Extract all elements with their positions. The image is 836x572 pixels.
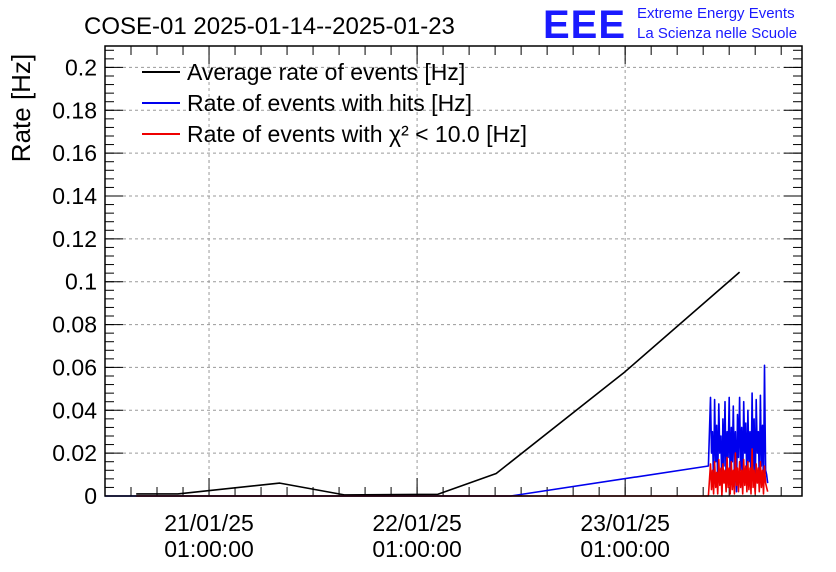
- y-tick-label: 0.2: [65, 54, 97, 80]
- y-tick-label: 0.08: [52, 312, 97, 338]
- chart-title: COSE-01 2025-01-14--2025-01-23: [84, 13, 455, 40]
- series-hits-rate: [105, 364, 769, 497]
- y-tick-label: 0.14: [52, 183, 97, 209]
- y-tick-label: 0.1: [65, 269, 97, 295]
- x-tick-label-time: 01:00:00: [580, 536, 670, 562]
- legend-label-average: Average rate of events [Hz]: [187, 59, 465, 85]
- eee-logo: EEE: [543, 3, 626, 47]
- x-tick-label-time: 01:00:00: [164, 536, 254, 562]
- legend-label-hits: Rate of events with hits [Hz]: [187, 90, 472, 116]
- grid-lines: [105, 46, 802, 496]
- y-tick-labels: 0 0.02 0.04 0.06 0.08 0.1 0.12 0.14 0.16 0.18 0.2: [52, 54, 97, 509]
- legend-label-chi2: Rate of events with χ² < 10.0 [Hz]: [187, 121, 527, 147]
- y-tick-label: 0.18: [52, 97, 97, 123]
- y-tick-label: 0.02: [52, 440, 97, 466]
- y-axis-label: Rate [Hz]: [6, 54, 36, 162]
- y-tick-label: 0.16: [52, 140, 97, 166]
- x-tick-label-time: 01:00:00: [372, 536, 462, 562]
- y-tick-label: 0.04: [52, 397, 97, 423]
- legend: Average rate of events [Hz] Rate of even…: [142, 59, 527, 147]
- plot-frame: [104, 45, 803, 497]
- series-lines: [105, 271, 769, 497]
- logo-line-1: Extreme Energy Events: [637, 5, 795, 22]
- axis-ticks: [105, 46, 802, 497]
- y-tick-label: 0.06: [52, 354, 97, 380]
- series-average-rate: [136, 271, 741, 496]
- y-tick-label: 0: [84, 483, 97, 509]
- x-tick-label-date: 21/01/25: [164, 510, 254, 536]
- x-tick-label-date: 22/01/25: [372, 510, 462, 536]
- y-tick-label: 0.12: [52, 226, 97, 252]
- x-tick-labels: 21/01/2501:00:0022/01/2501:00:0023/01/25…: [164, 510, 670, 562]
- x-tick-label-date: 23/01/25: [580, 510, 670, 536]
- logo-line-2: La Scienza nelle Scuole: [637, 25, 797, 42]
- series-chi2-rate: [136, 448, 769, 497]
